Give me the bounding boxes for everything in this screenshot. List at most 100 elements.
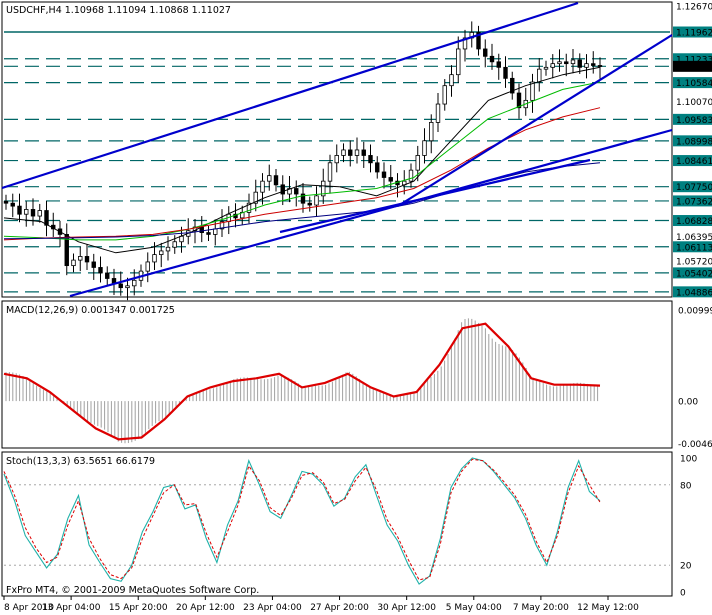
price-label-box xyxy=(673,215,712,227)
price-tick-label: 1.07750 xyxy=(676,183,712,193)
price-tick-label: 1.11962 xyxy=(676,28,712,38)
candle-body xyxy=(30,209,36,217)
candle-body xyxy=(17,205,22,215)
candle-body xyxy=(165,246,171,252)
candle-body xyxy=(219,221,225,230)
candle-body xyxy=(287,188,292,195)
candle-body xyxy=(435,103,441,123)
channel-upper-trendline xyxy=(1,1,579,190)
candle-body xyxy=(10,202,15,207)
candle-body xyxy=(348,149,353,156)
candle-body xyxy=(577,59,582,68)
candle-body xyxy=(334,155,339,164)
price-label-box xyxy=(673,155,712,167)
candle-body xyxy=(321,180,326,197)
candle-body xyxy=(280,184,285,195)
price-label-box xyxy=(673,181,712,193)
price-tick-label: 1.11233 xyxy=(676,55,712,65)
candle-body xyxy=(550,63,555,68)
steep-support-trendline xyxy=(397,34,673,207)
price-label-box xyxy=(673,77,712,89)
price-label-box xyxy=(673,286,712,298)
macd-pane[interactable] xyxy=(1,300,673,449)
price-pane[interactable] xyxy=(1,1,673,298)
candle-body xyxy=(516,92,522,109)
candle-body xyxy=(273,175,279,186)
candle-body xyxy=(408,169,414,182)
price-label-box xyxy=(673,241,712,253)
price-tick-label: 1.10070 xyxy=(676,98,712,108)
stoch-title: Stoch(13,3,3) 63.5651 66.6179 xyxy=(6,456,155,467)
candle-body xyxy=(354,149,360,156)
candle-body xyxy=(375,162,380,173)
price-label-box xyxy=(673,135,712,147)
time-tick-label: 30 Apr 12:00 xyxy=(377,603,436,613)
candle-body xyxy=(253,191,258,204)
macd-tick-label: 0.00999 xyxy=(678,307,712,317)
price-label-box xyxy=(673,53,712,65)
candle-body xyxy=(584,63,589,68)
mid-trendline xyxy=(279,158,591,234)
candle-body xyxy=(597,65,603,67)
time-tick-label: 5 May 04:00 xyxy=(446,603,502,613)
price-tick-label: 1.07362 xyxy=(676,197,712,207)
candle-body xyxy=(118,283,123,289)
candle-body xyxy=(341,149,346,156)
candle-body xyxy=(476,32,481,50)
price-tick-label: 1.06113 xyxy=(676,243,712,253)
candle-body xyxy=(503,66,508,79)
stoch-main-line xyxy=(3,457,601,585)
candle-body xyxy=(368,155,373,164)
candle-body xyxy=(307,202,312,206)
time-tick-label: 23 Apr 04:00 xyxy=(243,603,302,613)
candle-body xyxy=(422,140,427,156)
candle-body xyxy=(159,250,164,256)
price-tick-label: 1.05720 xyxy=(676,258,712,268)
stoch-tick-label: 100 xyxy=(680,455,697,465)
candle-body xyxy=(172,241,177,248)
price-tick-label: 1.06828 xyxy=(676,217,712,227)
price-tick-label: 1.09583 xyxy=(676,116,712,126)
candle-body xyxy=(84,256,90,263)
candle-body xyxy=(3,200,9,204)
price-label-box xyxy=(673,195,712,207)
candle-body xyxy=(557,61,562,65)
candle-body xyxy=(71,259,76,267)
time-tick-label: 12 May 12:00 xyxy=(577,603,639,613)
stoch-tick-label: 80 xyxy=(680,481,692,491)
price-tick-label: 1.10584 xyxy=(676,79,712,89)
candle-body xyxy=(152,254,157,263)
time-tick-label: 8 Apr 2010 xyxy=(4,603,54,613)
candle-body xyxy=(24,209,29,215)
time-tick-label: 7 May 20:00 xyxy=(513,603,569,613)
candle-body xyxy=(145,261,150,272)
time-tick-label: 27 Apr 20:00 xyxy=(310,603,369,613)
price-tick-label: 1.08461 xyxy=(676,157,712,167)
ma-line-green xyxy=(3,81,601,241)
candle-body xyxy=(442,85,447,105)
candle-body xyxy=(91,261,96,268)
candle-body xyxy=(105,272,110,279)
candle-body xyxy=(213,228,218,235)
candle-body xyxy=(300,193,306,204)
candle-body xyxy=(449,74,454,87)
candle-body xyxy=(381,171,387,178)
time-tick-label: 13 Apr 04:00 xyxy=(42,603,101,613)
price-label-box xyxy=(673,60,712,72)
macd-tick-label: 0.00 xyxy=(678,398,698,408)
candle-body xyxy=(132,279,137,287)
time-tick-label: 20 Apr 12:00 xyxy=(176,603,235,613)
candle-body xyxy=(564,61,569,65)
candle-body xyxy=(267,175,272,182)
price-tick-label: 1.11027 xyxy=(676,63,712,73)
candle-body xyxy=(462,37,468,50)
candle-body xyxy=(543,66,549,70)
price-tick-label: 1.08998 xyxy=(676,137,712,147)
candle-body xyxy=(510,77,515,94)
candle-body xyxy=(246,202,252,213)
candle-body xyxy=(260,180,265,193)
price-tick-label: 1.04886 xyxy=(676,288,712,298)
stoch-pane[interactable] xyxy=(1,451,673,597)
candle-body xyxy=(294,188,299,195)
